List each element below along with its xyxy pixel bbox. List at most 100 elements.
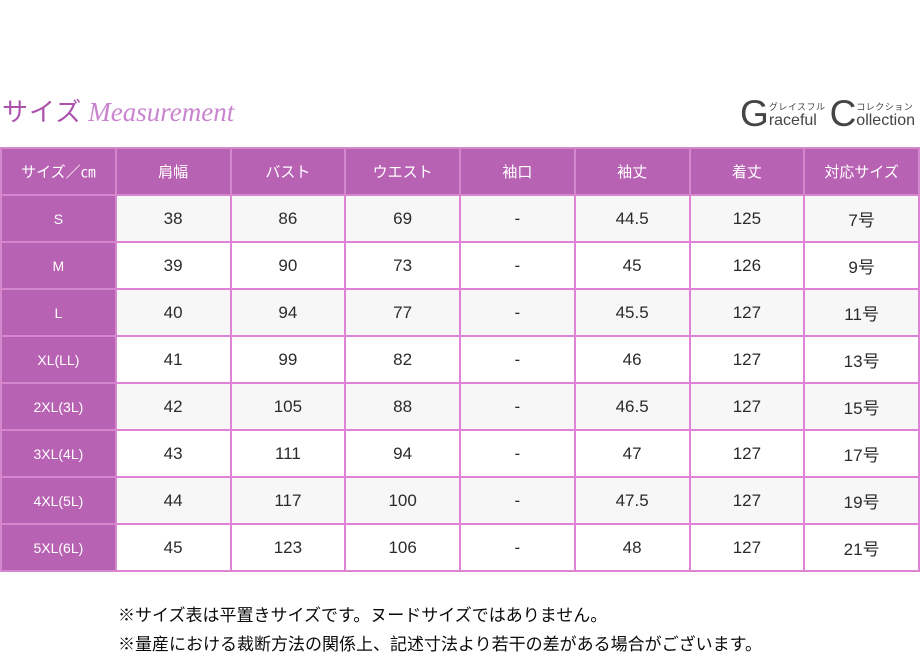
- logo-g-rest: raceful: [768, 112, 817, 129]
- measurement-cell: -: [459, 241, 576, 290]
- measurement-cell: 17号: [803, 429, 920, 478]
- size-row-header: S: [0, 194, 117, 243]
- brand-logo: G グレイスフル raceful C コレクション ollection: [740, 93, 919, 135]
- measurement-cell: 94: [344, 429, 461, 478]
- measurement-cell: 47.5: [573, 476, 691, 525]
- logo-c-kana: コレクション: [856, 102, 914, 113]
- size-table-head: サイズ／㎝ 肩幅 バスト ウエスト 袖口 袖丈 着丈 対応サイズ: [0, 147, 920, 196]
- size-row-header: 4XL(5L): [0, 476, 117, 525]
- table-row: L 40 94 77-45.5 127 11号: [0, 288, 920, 337]
- column-header: サイズ／㎝: [0, 147, 117, 196]
- page-title-jp: サイズ: [2, 97, 83, 127]
- measurement-cell: 127: [688, 429, 806, 478]
- logo-c-rest: ollection: [856, 112, 915, 129]
- column-header: 肩幅: [114, 147, 232, 196]
- size-table-body: S 38 86 69-44.5 125 7号 M 39 90 73-45 126 9号 L 40 94 77-…: [0, 194, 920, 572]
- size-row-header: M: [0, 241, 117, 290]
- measurement-cell: 13号: [803, 335, 920, 384]
- table-row: 2XL(3L) 42 105 88-46.5 127 15号: [0, 382, 920, 431]
- notes: ※サイズ表は平置きサイズです。ヌードサイズではありません。 ※量産における裁断方…: [118, 601, 762, 659]
- size-row-header: 3XL(4L): [0, 429, 117, 478]
- size-row-header: 5XL(6L): [0, 523, 117, 572]
- measurement-cell: 127: [688, 335, 806, 384]
- measurement-cell: 106: [344, 523, 461, 572]
- measurement-cell: 7号: [803, 194, 920, 243]
- table-row: XL(LL) 41 99 82-46 127 13号: [0, 335, 920, 384]
- measurement-cell: 40: [114, 288, 232, 337]
- page-title-en: Measurement: [88, 97, 235, 127]
- measurement-cell: 46.5: [573, 382, 691, 431]
- column-header: 袖丈: [573, 147, 691, 196]
- measurement-cell: 127: [688, 288, 806, 337]
- column-header: 袖口: [459, 147, 576, 196]
- measurement-cell: 90: [229, 241, 347, 290]
- table-row: S 38 86 69-44.5 125 7号: [0, 194, 920, 243]
- measurement-cell: 43: [114, 429, 232, 478]
- table-row: 5XL(6L) 45 123 106-48 127 21号: [0, 523, 920, 572]
- logo-c-letter: C: [829, 93, 857, 135]
- measurement-cell: 88: [344, 382, 461, 431]
- column-header: 対応サイズ: [803, 147, 920, 196]
- table-row: M 39 90 73-45 126 9号: [0, 241, 920, 290]
- measurement-cell: -: [459, 288, 576, 337]
- measurement-cell: 44.5: [573, 194, 691, 243]
- column-header: バスト: [229, 147, 347, 196]
- measurement-cell: 9号: [803, 241, 920, 290]
- measurement-cell: 117: [229, 476, 347, 525]
- measurement-cell: 48: [573, 523, 691, 572]
- measurement-cell: 94: [229, 288, 347, 337]
- logo-c-stack: コレクション ollection: [856, 102, 915, 129]
- measurement-cell: -: [459, 429, 576, 478]
- logo-g-stack: グレイスフル raceful: [768, 102, 826, 129]
- measurement-cell: 123: [229, 523, 347, 572]
- measurement-cell: 126: [688, 241, 806, 290]
- measurement-cell: 45.5: [573, 288, 691, 337]
- measurement-cell: 127: [688, 523, 806, 572]
- logo-g-kana: グレイスフル: [768, 102, 826, 113]
- measurement-cell: 38: [114, 194, 232, 243]
- column-header: ウエスト: [344, 147, 461, 196]
- measurement-cell: 44: [114, 476, 232, 525]
- measurement-cell: 125: [688, 194, 806, 243]
- measurement-cell: 77: [344, 288, 461, 337]
- logo-g-letter: G: [740, 93, 769, 135]
- measurement-cell: 82: [344, 335, 461, 384]
- table-row: 3XL(4L) 43 111 94-47 127 17号: [0, 429, 920, 478]
- measurement-cell: 111: [229, 429, 347, 478]
- measurement-cell: 99: [229, 335, 347, 384]
- measurement-cell: 46: [573, 335, 691, 384]
- measurement-cell: 127: [688, 476, 806, 525]
- measurement-cell: 69: [344, 194, 461, 243]
- measurement-cell: 15号: [803, 382, 920, 431]
- measurement-cell: -: [459, 382, 576, 431]
- page-title: サイズ Measurement: [2, 92, 234, 129]
- size-row-header: 2XL(3L): [0, 382, 117, 431]
- note-line: ※量産における裁断方法の関係上、記述寸法より若干の差がある場合がございます。: [118, 635, 762, 654]
- measurement-cell: -: [459, 194, 576, 243]
- table-row: 4XL(5L) 44 117 100-47.5 127 19号: [0, 476, 920, 525]
- measurement-cell: 47: [573, 429, 691, 478]
- measurement-cell: 19号: [803, 476, 920, 525]
- measurement-cell: 45: [573, 241, 691, 290]
- measurement-cell: 86: [229, 194, 347, 243]
- measurement-cell: -: [459, 335, 576, 384]
- size-row-header: L: [0, 288, 117, 337]
- measurement-cell: 45: [114, 523, 232, 572]
- size-measurement-table: サイズ／㎝ 肩幅 バスト ウエスト 袖口 袖丈 着丈 対応サイズ S 38 86 69-44.5 12…: [0, 147, 920, 572]
- size-row-header: XL(LL): [0, 335, 117, 384]
- measurement-cell: 105: [229, 382, 347, 431]
- measurement-cell: 127: [688, 382, 806, 431]
- measurement-cell: 73: [344, 241, 461, 290]
- measurement-cell: -: [459, 523, 576, 572]
- note-line: ※サイズ表は平置きサイズです。ヌードサイズではありません。: [118, 606, 608, 625]
- column-header: 着丈: [688, 147, 806, 196]
- measurement-cell: 41: [114, 335, 232, 384]
- measurement-cell: 11号: [803, 288, 920, 337]
- measurement-cell: 100: [344, 476, 461, 525]
- measurement-cell: 39: [114, 241, 232, 290]
- header-row: サイズ／㎝ 肩幅 バスト ウエスト 袖口 袖丈 着丈 対応サイズ: [0, 147, 920, 196]
- measurement-cell: 21号: [803, 523, 920, 572]
- measurement-cell: 42: [114, 382, 232, 431]
- top-bar: サイズ Measurement G グレイスフル raceful C コレクション…: [0, 92, 920, 135]
- measurement-cell: -: [459, 476, 576, 525]
